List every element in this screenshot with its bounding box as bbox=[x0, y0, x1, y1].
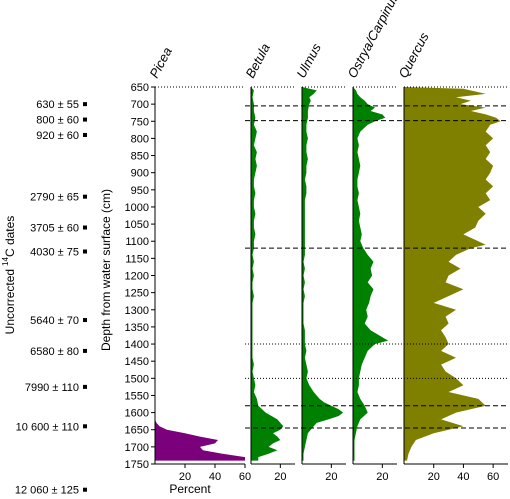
panel-title: Picea bbox=[146, 45, 175, 81]
x-tick-label: 20 bbox=[376, 471, 388, 483]
depth-tick-label: 1300 bbox=[125, 305, 149, 317]
zone-boundaries bbox=[245, 105, 508, 429]
depth-tick-label: 900 bbox=[131, 168, 149, 180]
x-tick-label: 20 bbox=[179, 471, 191, 483]
x-tick-label: 40 bbox=[209, 471, 221, 483]
depth-tick-label: 1450 bbox=[125, 356, 149, 368]
date-marker bbox=[83, 194, 87, 199]
depth-tick-label: 1100 bbox=[125, 236, 149, 248]
plot-layer: 650 700 750 800 850 900 950 1000 1050 1100 1150 120… bbox=[15, 0, 508, 497]
depth-tick-label: 1000 bbox=[125, 202, 149, 214]
depth-tick-label: 750 bbox=[131, 116, 149, 128]
depth-tick-label: 1250 bbox=[125, 288, 149, 300]
x-tick-label: 40 bbox=[457, 471, 469, 483]
date-label: 920 ± 60 bbox=[36, 130, 79, 142]
x-tick-label: 60 bbox=[487, 471, 499, 483]
dates-axis-label-prefix: Uncorrected bbox=[3, 269, 17, 334]
series-area bbox=[353, 87, 389, 461]
series-area bbox=[155, 87, 245, 461]
date-marker bbox=[83, 102, 87, 107]
date-marker bbox=[83, 132, 87, 137]
series-area bbox=[404, 87, 501, 461]
x-tick-label: 60 bbox=[239, 471, 251, 483]
depth-tick-label: 800 bbox=[131, 133, 149, 145]
depth-tick-label: 1350 bbox=[125, 322, 149, 334]
date-marker bbox=[83, 249, 87, 254]
depth-tick-label: 1150 bbox=[125, 253, 149, 265]
depth-tick-label: 1200 bbox=[125, 271, 149, 283]
date-label: 12 060 ± 125 bbox=[15, 485, 79, 497]
panel-picea: 20 40 60 Picea bbox=[146, 45, 251, 483]
panel-ostrya-carpinus: 20 Ostrya/Carpinus bbox=[344, 0, 402, 483]
date-label: 5640 ± 70 bbox=[30, 315, 79, 327]
depth-tick-label: 650 bbox=[131, 82, 149, 94]
x-tick-label: 20 bbox=[274, 471, 286, 483]
date-marker bbox=[83, 348, 87, 353]
depth-tick-label: 1600 bbox=[125, 408, 149, 420]
depth-tick-label: 1700 bbox=[125, 442, 149, 454]
series-area bbox=[302, 87, 344, 461]
series-area bbox=[251, 87, 284, 461]
date-label: 4030 ± 75 bbox=[30, 247, 79, 259]
radiocarbon-dates: 630 ± 55 800 ± 60 920 ± 60 2790 ± 65 3705 ± … bbox=[15, 99, 87, 497]
depth-tick-label: 1750 bbox=[125, 459, 149, 471]
panel-title: Ulmus bbox=[293, 40, 324, 80]
depth-tick-label: 850 bbox=[131, 151, 149, 163]
dates-axis-label: Uncorrected 14C dates bbox=[1, 216, 17, 335]
depth-tick-label: 1050 bbox=[125, 219, 149, 231]
date-label: 6580 ± 80 bbox=[30, 346, 79, 358]
depth-tick-label: 1650 bbox=[125, 425, 149, 437]
panel-title: Quercus bbox=[395, 30, 432, 81]
panel-title: Ostrya/Carpinus bbox=[344, 0, 402, 80]
date-marker bbox=[83, 225, 87, 230]
panel-betula: 20 Betula bbox=[242, 41, 295, 483]
panel-quercus: 20 40 60 Quercus bbox=[395, 30, 508, 483]
date-label: 3705 ± 60 bbox=[30, 223, 79, 235]
depth-tick-label: 950 bbox=[131, 185, 149, 197]
date-label: 10 600 ± 110 bbox=[16, 421, 79, 433]
panel-title: Betula bbox=[242, 41, 273, 81]
date-marker bbox=[83, 384, 87, 389]
date-marker bbox=[83, 424, 87, 429]
date-label: 800 ± 60 bbox=[36, 115, 79, 127]
depth-axis-label: Depth from water surface (cm) bbox=[99, 189, 113, 351]
x-tick-label: 20 bbox=[428, 471, 440, 483]
depth-axis: 650 700 750 800 850 900 950 1000 1050 1100 1150 120… bbox=[125, 82, 155, 471]
depth-tick-label: 700 bbox=[131, 99, 149, 111]
dates-axis-label-suffix: C dates bbox=[3, 216, 17, 257]
percent-axis-label: Percent bbox=[169, 482, 211, 496]
depth-tick-label: 1400 bbox=[125, 339, 149, 351]
date-marker bbox=[83, 487, 87, 492]
date-label: 7990 ± 110 bbox=[25, 382, 79, 394]
date-label: 630 ± 55 bbox=[36, 99, 79, 111]
date-marker bbox=[83, 318, 87, 323]
dates-axis-label-super: 14 bbox=[1, 256, 10, 265]
panel-ulmus: 20 Ulmus bbox=[293, 40, 346, 483]
left-labels: Depth from water surface (cm) Uncorrecte… bbox=[1, 189, 211, 496]
depth-tick-label: 1550 bbox=[125, 390, 149, 402]
date-marker bbox=[83, 117, 87, 122]
x-tick-label: 20 bbox=[325, 471, 337, 483]
date-label: 2790 ± 65 bbox=[30, 192, 79, 204]
depth-tick-label: 1500 bbox=[125, 373, 149, 385]
